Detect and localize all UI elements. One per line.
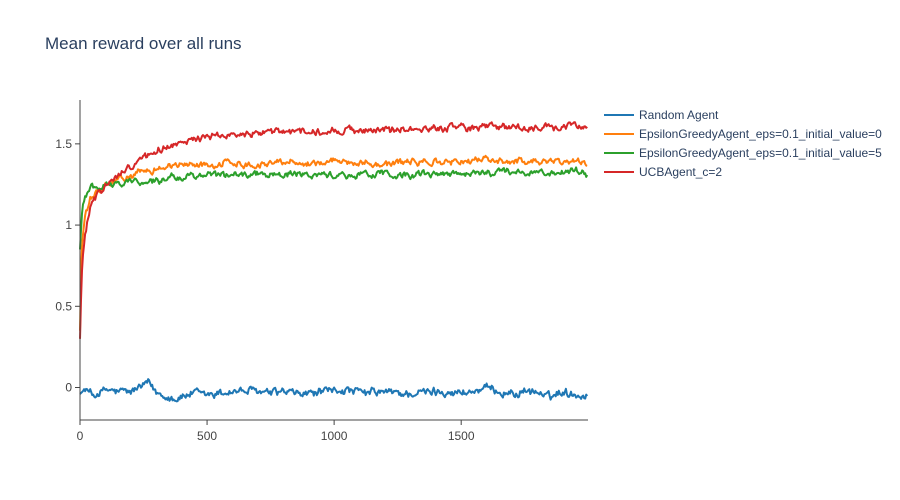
chart-title: Mean reward over all runs (45, 34, 242, 53)
legend-label: Random Agent (639, 107, 719, 122)
y-tick-label: 1 (65, 218, 72, 232)
x-tick-label: 500 (197, 429, 217, 443)
legend-item-2[interactable]: EpsilonGreedyAgent_eps=0.1_initial_value… (604, 143, 882, 162)
y-tick-label: 0 (65, 381, 72, 395)
y-axis-ticks: 0 0.5 1 1.5 (55, 137, 80, 395)
legend-item-3[interactable]: UCBAgent_c=2 (604, 162, 882, 181)
legend-swatch (604, 113, 634, 116)
legend-swatch (604, 170, 634, 173)
series-line-2[interactable] (79, 166, 589, 250)
legend[interactable]: Random Agent EpsilonGreedyAgent_eps=0.1_i… (604, 105, 882, 181)
legend-label: UCBAgent_c=2 (639, 164, 723, 179)
legend-item-1[interactable]: EpsilonGreedyAgent_eps=0.1_initial_value… (604, 124, 882, 143)
x-tick-label: 1500 (448, 429, 475, 443)
x-axis-ticks: 0 500 1000 1500 (77, 420, 475, 443)
y-tick-label: 1.5 (55, 137, 72, 151)
legend-item-0[interactable]: Random Agent (604, 105, 882, 124)
legend-swatch (604, 151, 634, 154)
x-tick-label: 1000 (321, 429, 348, 443)
series-line-3[interactable] (79, 121, 588, 339)
series-line-1[interactable] (79, 154, 588, 331)
legend-swatch (604, 132, 634, 135)
series-line-0[interactable] (79, 378, 589, 403)
series-lines (79, 121, 589, 403)
legend-label: EpsilonGreedyAgent_eps=0.1_initial_value… (639, 126, 882, 141)
legend-label: EpsilonGreedyAgent_eps=0.1_initial_value… (639, 145, 882, 160)
x-tick-label: 0 (77, 429, 84, 443)
y-tick-label: 0.5 (55, 299, 72, 313)
